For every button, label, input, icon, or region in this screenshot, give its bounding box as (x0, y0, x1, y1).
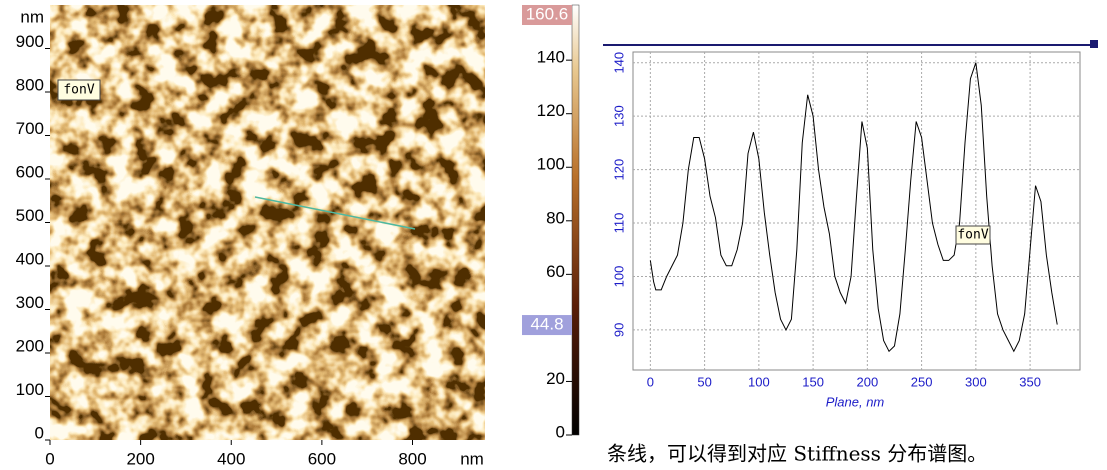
x-tick-label: 150 (802, 374, 824, 389)
x-tick-label: 100 (748, 374, 770, 389)
annotation: fonV (63, 83, 94, 98)
y-tick-label: 130 (611, 105, 626, 127)
colorbar-tick-label: 120 (537, 101, 565, 120)
y-tick-label: 300 (16, 293, 44, 312)
colorbar (571, 4, 580, 436)
y-tick-label: 400 (16, 249, 44, 268)
x-axis-label: Plane, nm (826, 394, 885, 409)
colorbar-max-box (522, 5, 572, 25)
plot-area (632, 51, 1081, 371)
x-tick-label: 250 (911, 374, 933, 389)
annotation-box (57, 79, 101, 101)
y-axis-label: nm (20, 7, 44, 26)
y-tick-label: 90 (611, 323, 626, 337)
colorbar-tick-label: 0 (556, 422, 565, 441)
y-tick-label: 140 (611, 52, 626, 74)
y-tick-label: 900 (16, 32, 44, 51)
y-tick-label: 200 (16, 336, 44, 355)
colorbar-tick-label: 80 (546, 208, 565, 227)
x-tick-label: 0 (647, 374, 654, 389)
y-tick-label: 110 (611, 213, 626, 234)
y-tick-label: 700 (16, 119, 44, 138)
x-tick-label: 50 (697, 374, 711, 389)
annotation-box (955, 225, 991, 245)
y-tick-label: 800 (16, 75, 44, 94)
y-tick-label: 0 (35, 423, 44, 442)
x-tick-label: 800 (398, 449, 426, 468)
y-tick-label: 120 (611, 159, 626, 181)
x-tick-label: 350 (1019, 374, 1041, 389)
colorbar-tick-label: 60 (546, 262, 565, 281)
y-tick-label: 500 (16, 206, 44, 225)
profile-curve (649, 62, 1058, 353)
afm-image (50, 5, 485, 440)
colorbar-min-box (522, 315, 572, 336)
colorbar-tick-label: 20 (546, 369, 565, 388)
x-tick-label: 400 (217, 449, 245, 468)
colorbar-max-label: 160.6 (526, 4, 569, 23)
x-tick-label: 300 (965, 374, 987, 389)
y-tick-label: 600 (16, 162, 44, 181)
x-axis-label: nm (460, 449, 484, 468)
annotation: fonV (957, 228, 988, 243)
profile-line (254, 196, 416, 230)
x-tick-label: 200 (856, 374, 878, 389)
x-tick-label: 0 (45, 449, 54, 468)
caption: 条线，可以得到对应 Stiffness 分布谱图。 (607, 442, 987, 466)
colorbar-tick-label: 100 (537, 155, 565, 174)
y-tick-label: 100 (611, 266, 626, 288)
y-tick-label: 100 (16, 380, 44, 399)
colorbar-min-label: 44.8 (530, 315, 563, 334)
corner-mark (1090, 40, 1098, 48)
x-tick-label: 600 (308, 449, 336, 468)
x-tick-label: 200 (126, 449, 154, 468)
colorbar-tick-label: 140 (537, 48, 565, 67)
